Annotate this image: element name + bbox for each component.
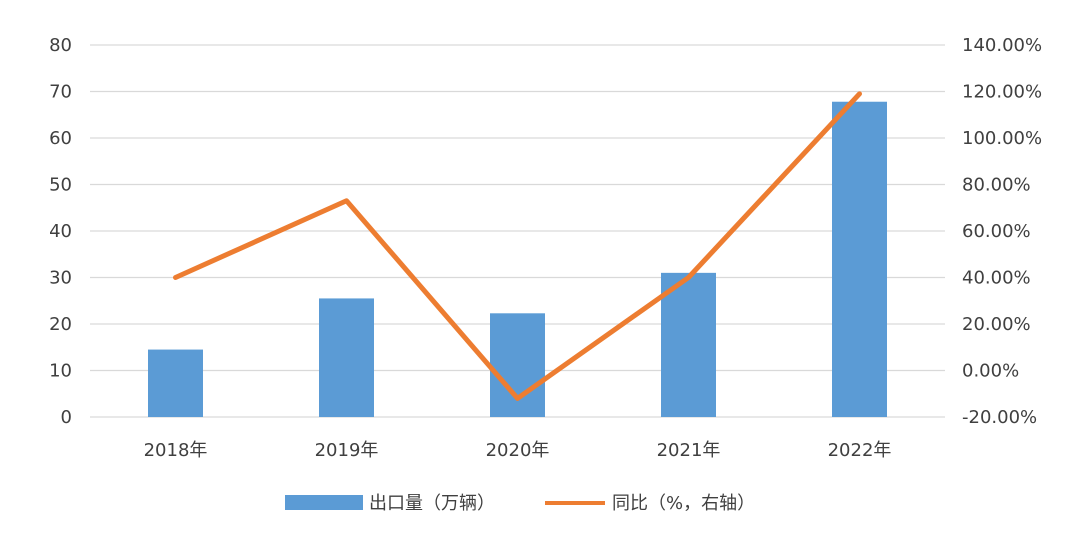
x-axis: 2018年 2019年 2020年 2021年 2022年 <box>144 440 892 461</box>
legend-bar-swatch <box>285 495 363 510</box>
x-tick-label: 2020年 <box>486 440 550 461</box>
right-tick-label: 120.00% <box>962 82 1042 103</box>
x-tick-label: 2022年 <box>828 440 892 461</box>
bar <box>148 349 203 417</box>
bar <box>319 298 374 417</box>
right-tick-label: 100.00% <box>962 128 1042 149</box>
left-tick-label: 40 <box>49 221 72 242</box>
x-tick-label: 2021年 <box>657 440 721 461</box>
legend-line-label: 同比（%，右轴） <box>612 493 755 514</box>
bar <box>490 313 545 417</box>
left-tick-label: 0 <box>61 407 72 428</box>
right-axis: -20.00% 0.00% 20.00% 40.00% 60.00% 80.00% 100.… <box>962 35 1042 428</box>
x-tick-label: 2018年 <box>144 440 208 461</box>
bar <box>832 101 887 417</box>
right-tick-label: 20.00% <box>962 314 1031 335</box>
right-tick-label: -20.00% <box>962 407 1037 428</box>
right-tick-label: 140.00% <box>962 35 1042 56</box>
left-tick-label: 70 <box>49 82 72 103</box>
right-tick-label: 80.00% <box>962 175 1031 196</box>
right-tick-label: 40.00% <box>962 268 1031 289</box>
left-axis: 0 10 20 30 40 50 60 70 80 <box>49 35 72 428</box>
bar-series <box>148 101 887 417</box>
bar <box>661 272 716 417</box>
x-tick-label: 2019年 <box>315 440 379 461</box>
line-series <box>173 91 862 401</box>
left-tick-label: 80 <box>49 35 72 56</box>
left-tick-label: 10 <box>49 361 72 382</box>
gridlines <box>90 44 945 418</box>
left-tick-label: 20 <box>49 314 72 335</box>
legend-bar-label: 出口量（万辆） <box>369 493 495 514</box>
left-tick-label: 60 <box>49 128 72 149</box>
left-tick-label: 30 <box>49 268 72 289</box>
right-tick-label: 60.00% <box>962 221 1031 242</box>
left-tick-label: 50 <box>49 175 72 196</box>
right-tick-label: 0.00% <box>962 361 1019 382</box>
legend: 出口量（万辆） 同比（%，右轴） <box>285 493 755 514</box>
